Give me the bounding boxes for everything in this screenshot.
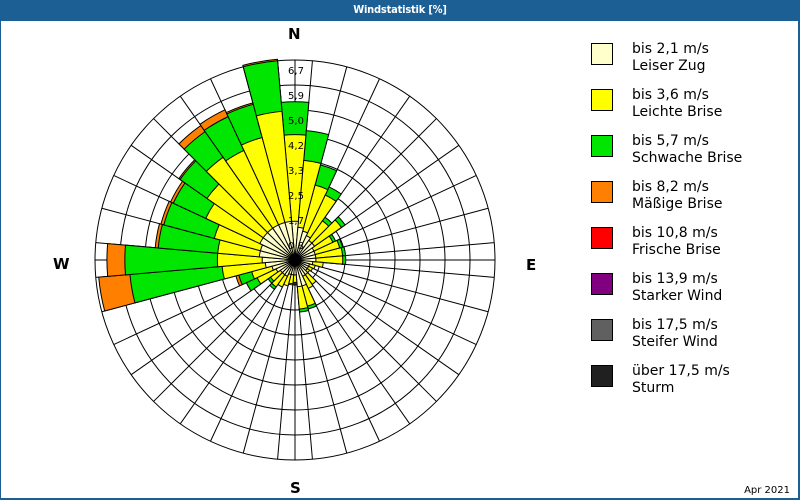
- legend-label: Frische Brise: [632, 242, 721, 258]
- compass-south: S: [290, 479, 301, 497]
- legend-item-steifer-wind: bis 17,5 m/s Steifer Wind: [589, 317, 789, 363]
- legend-range: über 17,5 m/s: [632, 363, 730, 379]
- ring-label: 5,9: [288, 91, 304, 102]
- legend-swatch: [591, 227, 613, 249]
- period-label: Apr 2021: [744, 485, 790, 496]
- legend-item-leichte-brise: bis 3,6 m/s Leichte Brise: [589, 87, 789, 133]
- chart-panel: 0,8 1,7 2,5 3,3 4,2 5,0 5,9 6,7 N E S W bis 2,1…: [1, 21, 798, 498]
- legend-item-leiser-zug: bis 2,1 m/s Leiser Zug: [589, 41, 789, 87]
- sector-bar: [284, 220, 296, 261]
- legend-range: bis 3,6 m/s: [632, 87, 709, 103]
- compass-east: E: [526, 256, 537, 274]
- compass-west: W: [53, 255, 70, 273]
- wind-rose-sectors: [98, 58, 347, 313]
- sector-bar: [124, 244, 296, 276]
- legend-label: Leiser Zug: [632, 58, 706, 74]
- legend-item-starker-wind: bis 13,9 m/s Starker Wind: [589, 271, 789, 317]
- legend-range: bis 10,8 m/s: [632, 225, 718, 241]
- ring-labels: 0,8 1,7 2,5 3,3 4,2 5,0 5,9 6,7: [288, 66, 304, 252]
- legend-swatch: [591, 135, 613, 157]
- compass-north: N: [288, 25, 301, 43]
- legend-range: bis 13,9 m/s: [632, 271, 718, 287]
- legend-swatch: [591, 43, 613, 65]
- ring-label: 5,0: [288, 116, 304, 127]
- chart-title: Windstatistik [%]: [0, 0, 800, 20]
- wind-rose-chart: 0,8 1,7 2,5 3,3 4,2 5,0 5,9 6,7: [94, 58, 496, 461]
- legend-label: Leichte Brise: [632, 104, 723, 120]
- legend-range: bis 17,5 m/s: [632, 317, 718, 333]
- legend-label: Starker Wind: [632, 288, 723, 304]
- ring-label: 4,2: [288, 141, 304, 152]
- sector-bar: [294, 242, 316, 261]
- legend-item-maessige-brise: bis 8,2 m/s Mäßige Brise: [589, 179, 789, 225]
- legend-range: bis 5,7 m/s: [632, 133, 709, 149]
- sector-bar: [294, 255, 344, 265]
- legend-swatch: [591, 365, 613, 387]
- ring-label: 3,3: [288, 166, 304, 177]
- legend-item-sturm: über 17,5 m/s Sturm: [589, 363, 789, 409]
- legend-swatch: [591, 89, 613, 111]
- legend-swatch: [591, 319, 613, 341]
- legend-swatch: [591, 273, 613, 295]
- ring-label: 1,7: [288, 216, 304, 227]
- legend-label: Schwache Brise: [632, 150, 743, 166]
- legend-label: Steifer Wind: [632, 334, 718, 350]
- center-hub: [290, 255, 300, 265]
- ring-label: 6,7: [288, 66, 304, 77]
- sector-bar: [294, 259, 303, 288]
- legend-range: bis 2,1 m/s: [632, 41, 709, 57]
- legend-swatch: [591, 181, 613, 203]
- legend-range: bis 8,2 m/s: [632, 179, 709, 195]
- legend-item-schwache-brise: bis 5,7 m/s Schwache Brise: [589, 133, 789, 179]
- ring-label: 2,5: [288, 191, 304, 202]
- legend-label: Mäßige Brise: [632, 196, 723, 212]
- ring-label: 0,8: [288, 241, 304, 252]
- legend-label: Sturm: [632, 380, 675, 396]
- legend-item-frische-brise: bis 10,8 m/s Frische Brise: [589, 225, 789, 271]
